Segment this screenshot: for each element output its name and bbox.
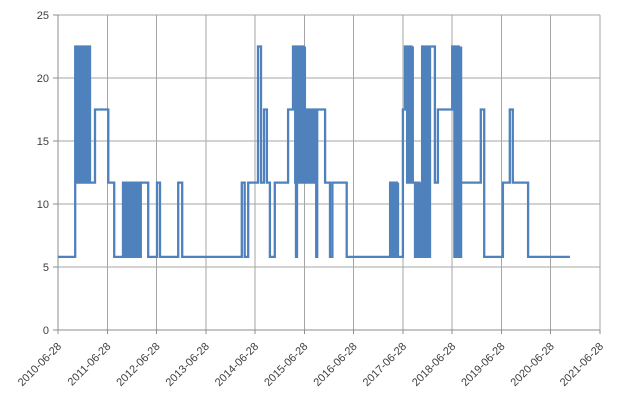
y-tick-label: 25 [37,10,49,22]
y-tick-label: 0 [43,325,49,337]
series-line [58,45,570,259]
x-tick-label: 2011-06-28 [66,341,114,389]
y-tick-label: 10 [37,199,49,211]
x-tick-label: 2017-06-28 [361,341,409,389]
x-tick-label: 2016-06-28 [311,341,359,389]
y-tick-label: 5 [43,262,49,274]
x-tick-label: 2014-06-28 [213,341,261,389]
x-tick-label: 2018-06-28 [410,341,458,389]
x-tick-label: 2021-06-28 [558,341,606,389]
x-tick-label: 2015-06-28 [262,341,310,389]
x-tick-label: 2020-06-28 [509,341,557,389]
y-tick-label: 15 [37,136,49,148]
y-tick-label: 20 [37,73,49,85]
x-tick-label: 2013-06-28 [164,341,212,389]
x-tick-label: 2010-06-28 [16,341,64,389]
x-tick-label: 2012-06-28 [114,341,162,389]
x-tick-label: 2019-06-28 [459,341,507,389]
